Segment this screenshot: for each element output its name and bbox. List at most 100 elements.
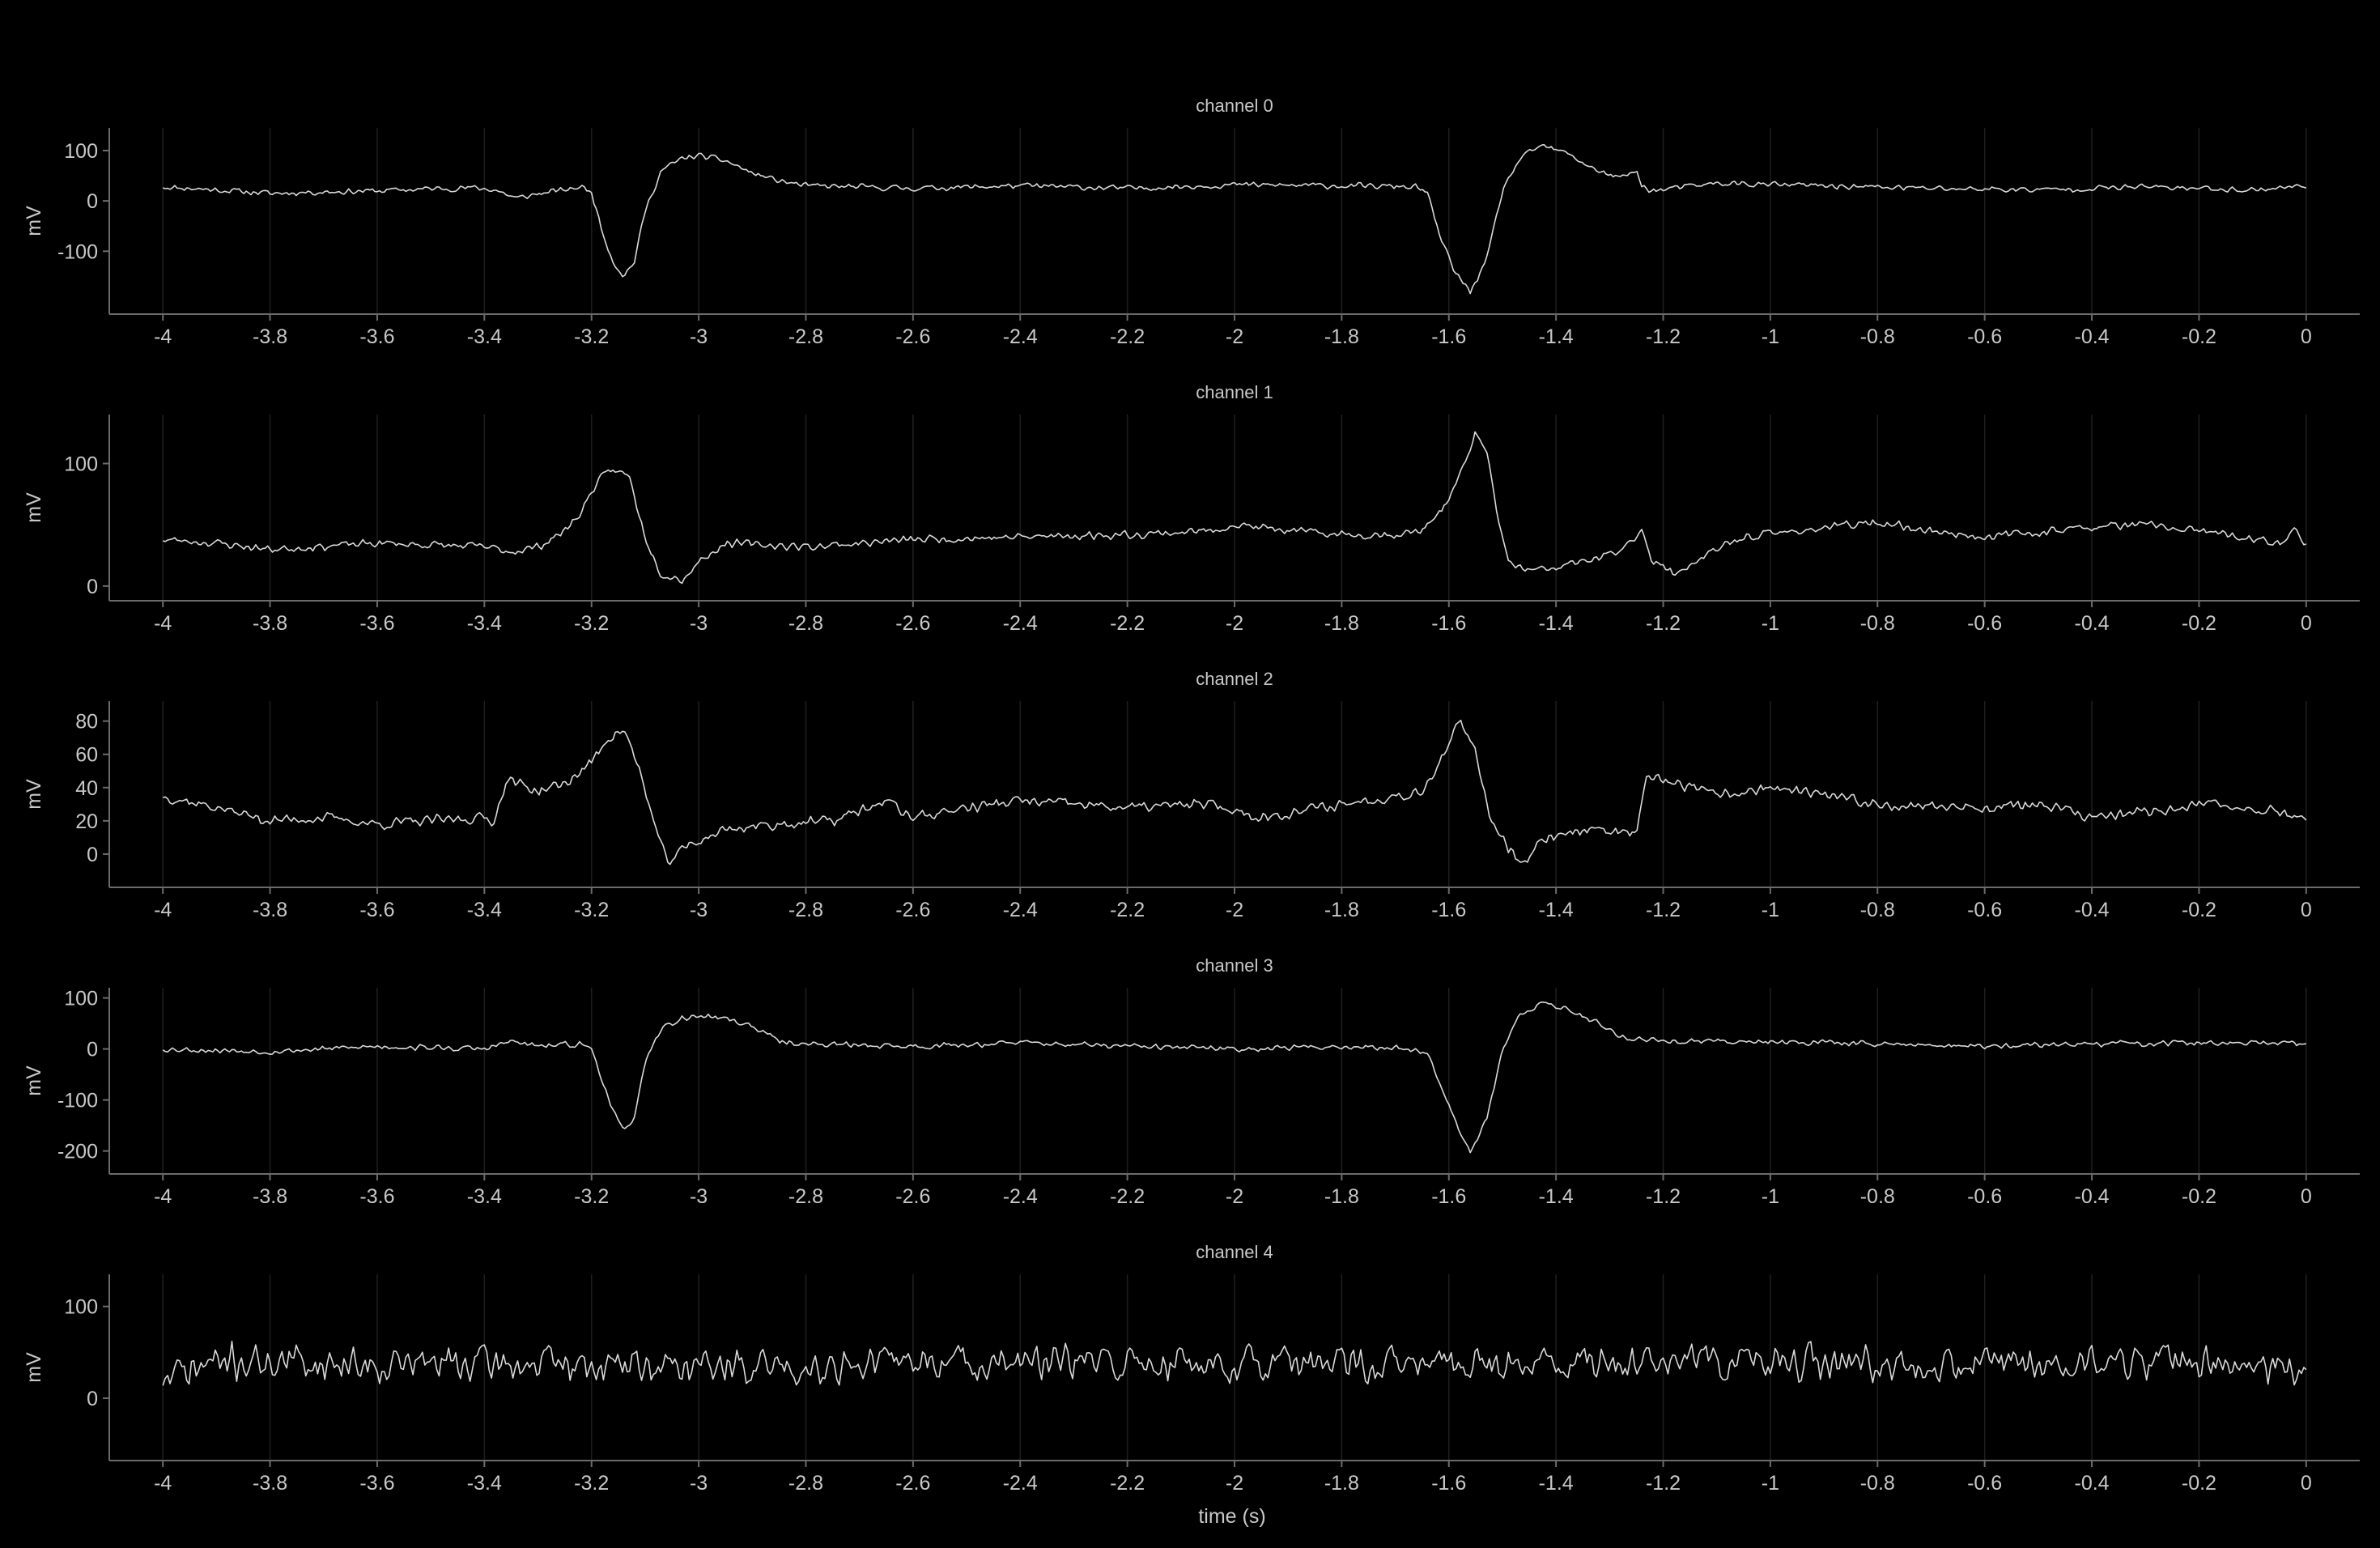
x-tick-label: -0.8: [1860, 1472, 1895, 1495]
panel-title: channel 0: [1196, 96, 1273, 116]
x-tick-label: -3.6: [359, 325, 394, 348]
x-tick-label: -2.2: [1110, 612, 1145, 635]
x-tick-label: -2: [1226, 1472, 1243, 1495]
y-tick-label: 100: [64, 988, 98, 1010]
x-tick-label: -2: [1226, 1185, 1243, 1208]
x-tick-label: -3.4: [467, 899, 502, 921]
x-tick-label: -4: [154, 1185, 172, 1208]
y-axis-label: mV: [23, 1352, 45, 1383]
x-tick-label: -2.4: [1003, 1185, 1038, 1208]
x-tick-label: -3.6: [359, 899, 394, 921]
channel-panel: channel 3 100 0 -100 -200 -4 -3.8 -3.6 -3.4 -3.2 -…: [23, 955, 2360, 1208]
channel-panel: channel 0 100 0 -100 -4 -3.8 -3.6 -3.4 -3.2 -3 -2.…: [23, 96, 2360, 348]
y-tick-label: 80: [75, 711, 98, 734]
x-tick-label: 0: [2301, 1472, 2312, 1495]
x-tick-label: -1.8: [1324, 325, 1359, 348]
x-tick-label: -1.2: [1646, 899, 1681, 921]
x-tick-label: -3: [690, 899, 708, 921]
y-tick-label: 100: [64, 140, 98, 163]
y-axis-label: mV: [23, 206, 45, 236]
y-axis-label: mV: [23, 779, 45, 810]
x-tick-label: -1.4: [1539, 1472, 1574, 1495]
x-tick-label: -1.2: [1646, 1472, 1681, 1495]
x-tick-label: -0.8: [1860, 1185, 1895, 1208]
y-tick-label: -100: [57, 1090, 98, 1112]
x-tick-label: -3: [690, 1185, 708, 1208]
signal-line: [162, 143, 2307, 295]
signal-line: [162, 431, 2307, 585]
x-tick-label: 0: [2301, 325, 2312, 348]
y-tick-label: 0: [87, 576, 98, 598]
x-tick-label: -1.2: [1646, 612, 1681, 635]
x-tick-label: -1: [1762, 1185, 1779, 1208]
x-tick-label: -1.6: [1431, 1185, 1466, 1208]
x-tick-label: -0.2: [2182, 1185, 2216, 1208]
signal-line: [162, 1340, 2307, 1386]
y-tick-label: 100: [64, 1296, 98, 1319]
x-tick-label: -0.4: [2075, 325, 2110, 348]
x-tick-label: 0: [2301, 899, 2312, 921]
x-tick-label: 0: [2301, 1185, 2312, 1208]
x-tick-label: -0.2: [2182, 325, 2216, 348]
x-tick-label: -2.8: [788, 1472, 823, 1495]
x-tick-label: -1: [1762, 325, 1779, 348]
x-tick-label: -3.8: [253, 325, 287, 348]
x-tick-label: -4: [154, 612, 172, 635]
x-tick-label: -2.4: [1003, 899, 1038, 921]
x-tick-label: -0.8: [1860, 325, 1895, 348]
x-tick-label: -2.2: [1110, 325, 1145, 348]
x-tick-label: -2.8: [788, 612, 823, 635]
y-tick-label: 20: [75, 810, 98, 833]
x-tick-label: -0.4: [2075, 612, 2110, 635]
channel-panel: channel 1 100 0 -4 -3.8 -3.6 -3.4 -3.2 -3 -2.8 -2.…: [23, 382, 2360, 635]
x-tick-label: -1.6: [1431, 899, 1466, 921]
x-tick-label: -2.6: [895, 1472, 930, 1495]
x-tick-label: -0.6: [1967, 1185, 2002, 1208]
x-tick-label: -1.4: [1539, 325, 1574, 348]
x-tick-label: -2.4: [1003, 1472, 1038, 1495]
x-tick-label: -1.4: [1539, 612, 1574, 635]
signal-line: [162, 1001, 2306, 1154]
y-tick-label: 0: [87, 1039, 98, 1061]
x-tick-label: -2.6: [895, 612, 930, 635]
x-tick-label: -1.4: [1539, 1185, 1574, 1208]
x-tick-label: -2.2: [1110, 1472, 1145, 1495]
x-tick-label: -3.2: [574, 899, 609, 921]
y-axis-label: mV: [23, 492, 45, 523]
x-tick-label: -1.6: [1431, 1472, 1466, 1495]
y-axis-label: mV: [23, 1065, 45, 1096]
y-tick-label: -200: [57, 1141, 98, 1163]
x-tick-label: -3.2: [574, 1472, 609, 1495]
x-tick-label: -3.8: [253, 612, 287, 635]
x-tick-label: -0.2: [2182, 899, 2216, 921]
x-axis-label: time (s): [1198, 1505, 1265, 1528]
x-tick-label: -2: [1226, 612, 1243, 635]
x-tick-label: -0.6: [1967, 1472, 2002, 1495]
channel-panel: channel 4 100 0 -4 -3.8 -3.6 -3.4 -3.2 -3 -2.8 -2.…: [23, 1242, 2360, 1495]
x-tick-label: -3.2: [574, 612, 609, 635]
x-tick-label: -2: [1226, 325, 1243, 348]
x-tick-label: -0.2: [2182, 612, 2216, 635]
x-tick-label: -1.6: [1431, 612, 1466, 635]
x-tick-label: -2.6: [895, 899, 930, 921]
x-tick-label: -0.4: [2075, 899, 2110, 921]
x-tick-label: -2.2: [1110, 1185, 1145, 1208]
x-tick-label: -0.4: [2075, 1185, 2110, 1208]
x-tick-label: -2: [1226, 899, 1243, 921]
x-tick-label: -0.2: [2182, 1472, 2216, 1495]
x-tick-label: -1.2: [1646, 1185, 1681, 1208]
x-tick-label: -1.8: [1324, 1472, 1359, 1495]
x-tick-label: -3.6: [359, 1472, 394, 1495]
y-tick-label: 40: [75, 777, 98, 800]
x-tick-label: -4: [154, 899, 172, 921]
y-tick-label: 0: [87, 190, 98, 213]
y-tick-label: 0: [87, 1388, 98, 1410]
x-tick-label: -3: [690, 612, 708, 635]
panel-title: channel 3: [1196, 955, 1273, 976]
x-tick-label: -0.6: [1967, 612, 2002, 635]
x-tick-label: -0.8: [1860, 612, 1895, 635]
x-tick-label: -3: [690, 325, 708, 348]
x-tick-label: -1: [1762, 1472, 1779, 1495]
x-tick-label: -2.4: [1003, 612, 1038, 635]
